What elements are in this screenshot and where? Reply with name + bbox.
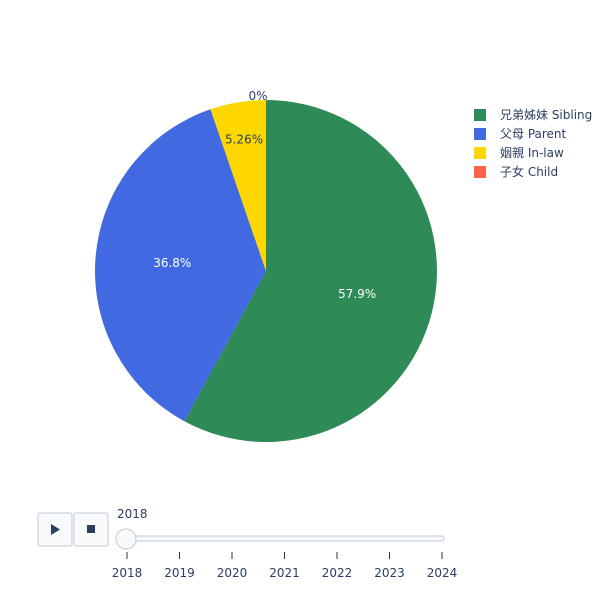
- slider-rail[interactable]: [125, 535, 445, 542]
- play-icon: [51, 524, 60, 535]
- pie-slice-sibling[interactable]: [184, 100, 437, 442]
- slider-ticks: 2018 2019 2020 2021 2022 2023 2024: [112, 552, 458, 580]
- year-slider[interactable]: 2018 2018 2019 2020 2021 2022 2023 2024: [112, 507, 458, 580]
- legend-item-parent[interactable]: 父母 Parent: [474, 127, 567, 141]
- slider-step-label-2023[interactable]: 2023: [374, 566, 405, 580]
- slider-step-label-2022[interactable]: 2022: [322, 566, 353, 580]
- slider-step-label-2020[interactable]: 2020: [217, 566, 248, 580]
- legend-label-child: 子女 Child: [500, 164, 558, 179]
- legend-item-sibling[interactable]: 兄弟姊妹 Sibling: [474, 108, 592, 122]
- slider-step-label-2018[interactable]: 2018: [112, 566, 143, 580]
- legend-item-in-law[interactable]: 姻親 In-law: [474, 145, 564, 160]
- slider-step-label-2024[interactable]: 2024: [427, 566, 458, 580]
- pie-label-parent: 36.8%: [153, 256, 191, 270]
- legend-item-child[interactable]: 子女 Child: [474, 164, 558, 179]
- stop-icon: [87, 525, 95, 533]
- slider-step-label-2021[interactable]: 2021: [269, 566, 300, 580]
- slider-handle[interactable]: [115, 528, 137, 550]
- play-button[interactable]: [37, 512, 73, 547]
- legend-swatch-sibling: [474, 109, 486, 121]
- pie-labels: 57.9% 36.8% 5.26% 0%: [153, 89, 376, 301]
- pie-slice-in-law[interactable]: [210, 100, 266, 271]
- pie-label-in-law: 5.26%: [225, 132, 263, 146]
- legend: 兄弟姊妹 Sibling 父母 Parent 姻親 In-law 子女 Child: [474, 108, 592, 179]
- legend-swatch-in-law: [474, 147, 486, 159]
- slider-current-value: 2018: [117, 507, 148, 521]
- animation-controls: [37, 512, 109, 547]
- pie-label-sibling: 57.9%: [338, 287, 376, 301]
- pie-plot-area: [94, 100, 437, 442]
- legend-swatch-child: [474, 166, 486, 178]
- pie-label-child: 0%: [248, 89, 267, 103]
- stop-button[interactable]: [73, 512, 109, 547]
- legend-label-sibling: 兄弟姊妹 Sibling: [500, 108, 592, 122]
- legend-label-parent: 父母 Parent: [500, 127, 567, 141]
- pie-slice-parent[interactable]: [94, 109, 267, 422]
- legend-swatch-parent: [474, 128, 486, 140]
- legend-label-in-law: 姻親 In-law: [500, 145, 564, 160]
- slider-step-label-2019[interactable]: 2019: [164, 566, 195, 580]
